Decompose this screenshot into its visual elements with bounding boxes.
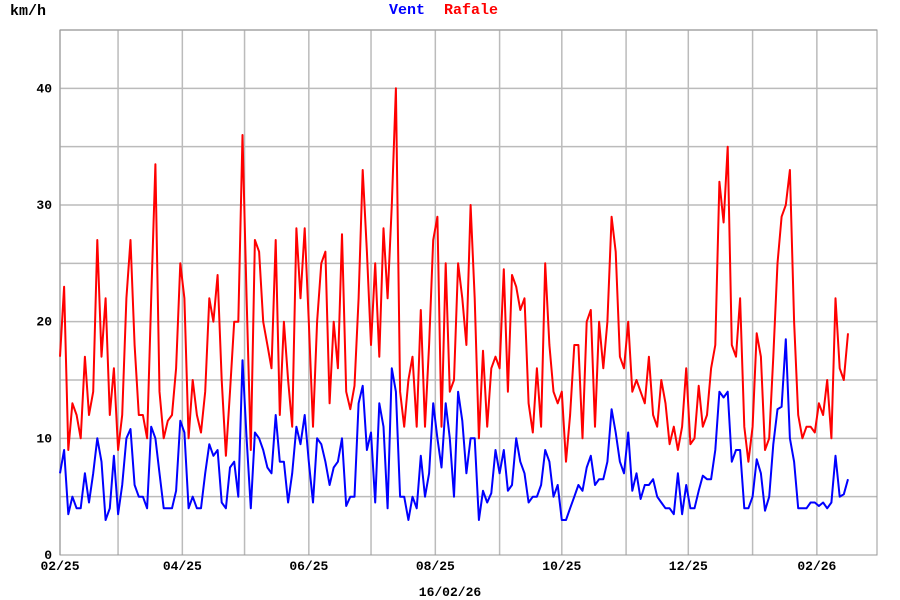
series-line-rafale bbox=[59, 87, 849, 463]
y-tick-label: 20 bbox=[36, 315, 52, 330]
plot-frame bbox=[59, 29, 878, 556]
footer-date: 16/02/26 bbox=[419, 585, 482, 600]
legend-vent: Vent bbox=[389, 2, 425, 19]
legend-rafale: Rafale bbox=[444, 2, 498, 19]
y-tick-label: 0 bbox=[44, 548, 52, 563]
y-tick-label: 40 bbox=[36, 81, 52, 96]
x-axis: 02/25 04/25 06/25 08/25 10/25 12/25 02/26 bbox=[40, 559, 836, 574]
x-tick-label: 06/25 bbox=[289, 559, 328, 574]
y-axis: 0 10 20 30 40 bbox=[36, 81, 52, 563]
x-tick-label: 10/25 bbox=[542, 559, 581, 574]
x-tick-label: 02/26 bbox=[797, 559, 836, 574]
y-unit-label: km/h bbox=[10, 3, 46, 20]
x-tick-label: 12/25 bbox=[669, 559, 708, 574]
series-line-vent bbox=[59, 338, 849, 521]
series-lines bbox=[59, 87, 849, 521]
y-tick-label: 10 bbox=[36, 431, 52, 446]
x-tick-label: 02/25 bbox=[40, 559, 79, 574]
x-tick-label: 08/25 bbox=[416, 559, 455, 574]
x-tick-label: 04/25 bbox=[163, 559, 202, 574]
y-tick-label: 30 bbox=[36, 198, 52, 213]
